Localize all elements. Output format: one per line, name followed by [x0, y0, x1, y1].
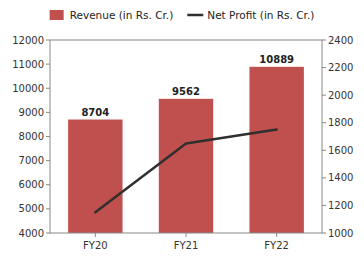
y2-axis: 1000 1200 1400 1600 1800 2000 2200 2400: [322, 35, 353, 239]
tick-label: 9000: [19, 107, 44, 118]
tick-mark: [322, 67, 326, 68]
tick-mark: [46, 112, 50, 113]
tick-mark: [322, 177, 326, 178]
tick-mark: [46, 233, 50, 234]
tick-label: 5000: [19, 203, 44, 214]
tick-label: 7000: [19, 155, 44, 166]
tick-mark: [95, 233, 96, 237]
tick-label: 4000: [19, 228, 44, 239]
data-label: 9562: [172, 86, 200, 97]
tick-label: 1800: [328, 117, 353, 128]
tick-mark: [46, 64, 50, 65]
legend-item: Net Profit (in Rs. Cr.): [187, 9, 314, 21]
tick-label: 2400: [328, 35, 353, 46]
tick-label: FY21: [174, 240, 199, 251]
tick-mark: [322, 150, 326, 151]
tick-label: 6000: [19, 179, 44, 190]
tick-label: 8000: [19, 131, 44, 142]
line: [95, 130, 276, 213]
tick-label: 1600: [328, 145, 353, 156]
tick-label: 10000: [12, 83, 44, 94]
y-axis: 4000 5000 6000 7000 8000 9000 10000 11000 12000: [12, 35, 50, 239]
bar: [249, 67, 303, 233]
chart-svg: 8704 9562 10889 4000 5000 6000 7000 8000 9000 100…: [0, 0, 364, 259]
tick-label: FY20: [83, 240, 108, 251]
data-label: 10889: [259, 54, 294, 65]
bar: [159, 99, 213, 233]
tick-label: 2200: [328, 62, 353, 73]
tick-mark: [46, 160, 50, 161]
legend-label: Net Profit (in Rs. Cr.): [207, 9, 314, 21]
tick-mark: [322, 205, 326, 206]
data-labels: 8704 9562 10889: [81, 54, 294, 118]
tick-mark: [322, 95, 326, 96]
tick-label: 11000: [12, 59, 44, 70]
tick-mark: [46, 88, 50, 89]
tick-mark: [46, 40, 50, 41]
tick-label: FY22: [264, 240, 289, 251]
tick-mark: [276, 233, 277, 237]
plot-frame: [50, 40, 322, 233]
tick-mark: [186, 233, 187, 237]
legend-label: Revenue (in Rs. Cr.): [70, 9, 174, 21]
legend-item: Revenue (in Rs. Cr.): [50, 9, 174, 21]
tick-mark: [322, 122, 326, 123]
tick-label: 1000: [328, 228, 353, 239]
tick-label: 1200: [328, 200, 353, 211]
tick-mark: [46, 184, 50, 185]
plot-marks: [68, 67, 304, 233]
tick-label: 12000: [12, 35, 44, 46]
tick-mark: [46, 208, 50, 209]
tick-mark: [46, 136, 50, 137]
bar: [68, 120, 122, 233]
x-axis: FY20 FY21 FY22: [83, 233, 289, 251]
legend-swatch: [50, 10, 64, 20]
legend: Revenue (in Rs. Cr.) Net Profit (in Rs. C…: [50, 9, 315, 21]
tick-mark: [322, 40, 326, 41]
tick-label: 1400: [328, 172, 353, 183]
tick-label: 2000: [328, 90, 353, 101]
data-label: 8704: [81, 107, 109, 118]
legend-swatch: [187, 14, 203, 17]
tick-mark: [322, 233, 326, 234]
